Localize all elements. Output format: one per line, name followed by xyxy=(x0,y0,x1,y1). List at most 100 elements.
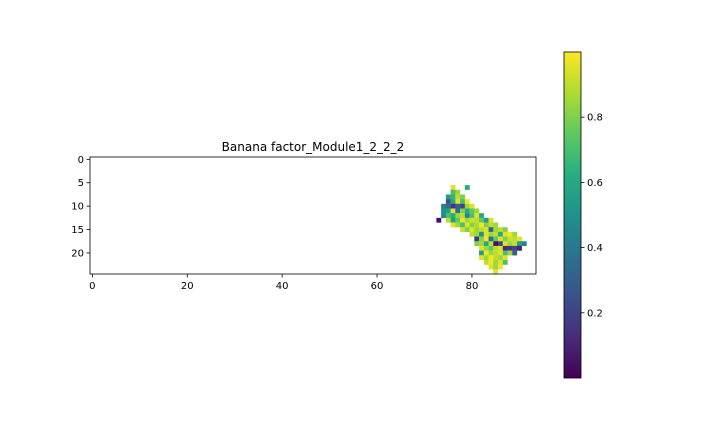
heatmap-cell xyxy=(488,236,494,242)
heatmap-cell xyxy=(469,227,475,233)
chart-title: Banana factor_Module1_2_2_2 xyxy=(222,140,405,154)
heatmap-cell xyxy=(483,231,489,237)
heatmap-cell xyxy=(464,199,470,204)
heatmap-cell xyxy=(493,259,499,265)
heatmap-cell xyxy=(498,264,503,270)
heatmap-cell xyxy=(493,241,499,247)
heatmap-cell xyxy=(507,245,513,251)
heatmap-cell xyxy=(469,208,475,214)
colorbar-tick-label: 0.2 xyxy=(587,308,603,319)
heatmap-cell xyxy=(460,213,465,218)
x-tick-label: 40 xyxy=(276,281,289,292)
heatmap-cell xyxy=(479,250,484,256)
heatmap-cell xyxy=(521,241,527,247)
heatmap-cell xyxy=(469,222,475,228)
heatmap-cell xyxy=(479,227,484,233)
heatmap-cell xyxy=(464,227,470,233)
heatmap-cell xyxy=(517,236,522,242)
heatmap-cell xyxy=(479,222,484,228)
heatmap-cell xyxy=(469,217,475,223)
heatmap-cell xyxy=(441,213,446,218)
heatmap-cell xyxy=(445,213,451,218)
x-tick-label: 80 xyxy=(466,281,479,292)
heatmap-cell xyxy=(512,236,518,242)
heatmap-cell xyxy=(479,236,484,242)
heatmap-cell xyxy=(455,203,461,209)
heatmap-cell xyxy=(512,241,518,247)
heatmap-cell xyxy=(483,222,489,228)
heatmap-cell xyxy=(445,194,451,200)
heatmap-cell xyxy=(474,241,480,247)
heatmap-cell xyxy=(450,208,456,214)
heatmap-cell xyxy=(498,250,503,256)
heatmap-cell xyxy=(488,241,494,247)
y-tick-label: 5 xyxy=(78,178,84,189)
heatmap-cell xyxy=(488,231,494,237)
heatmap-cell xyxy=(483,255,489,261)
x-tick-label: 20 xyxy=(181,281,194,292)
heatmap-cell xyxy=(474,213,480,218)
heatmap-cell xyxy=(460,217,465,223)
heatmap-cell xyxy=(455,213,461,218)
heatmap-cell xyxy=(488,255,494,261)
heatmap-cell xyxy=(460,194,465,200)
heatmap-cell xyxy=(507,231,513,237)
heatmap-cell xyxy=(483,259,489,265)
heatmap-cell xyxy=(493,236,499,242)
heatmap-cell xyxy=(483,250,489,256)
heatmap-cell xyxy=(460,222,465,228)
heatmap-cell xyxy=(512,250,518,256)
heatmap-cell xyxy=(450,199,456,204)
heatmap-cell xyxy=(512,245,518,251)
heatmap-cell xyxy=(436,217,442,223)
heatmap-cell xyxy=(488,222,494,228)
heatmap-cell xyxy=(450,189,456,195)
heatmap-cell xyxy=(474,222,480,228)
heatmap-cell xyxy=(498,231,503,237)
heatmap-cell xyxy=(455,194,461,200)
heatmap-cell xyxy=(474,236,480,242)
heatmap-cell xyxy=(493,227,499,233)
heatmap-cell xyxy=(483,227,489,233)
heatmap-cell xyxy=(502,250,508,256)
heatmap-cell xyxy=(464,185,470,190)
heatmap-cell xyxy=(488,245,494,251)
heatmap-cell xyxy=(445,217,451,223)
y-tick-label: 0 xyxy=(78,155,84,166)
heatmap-cell xyxy=(445,203,451,209)
heatmap-cell xyxy=(502,231,508,237)
heatmap-cell xyxy=(474,217,480,223)
heatmap-cell xyxy=(479,217,484,223)
heatmap-cell xyxy=(488,259,494,265)
y-tick-label: 20 xyxy=(71,248,84,259)
heatmap-cell xyxy=(502,259,508,265)
heatmap-cell xyxy=(464,203,470,209)
heatmap-cell xyxy=(488,227,494,233)
y-tick-label: 15 xyxy=(71,225,84,236)
colorbar-ticks: 0.2 0.4 0.6 0.8 xyxy=(581,113,603,319)
heatmap-cell xyxy=(479,213,484,218)
heatmap-cell xyxy=(517,241,522,247)
heatmap-cell xyxy=(493,231,499,237)
colorbar-tick-label: 0.8 xyxy=(587,113,603,124)
heatmap-cell xyxy=(464,217,470,223)
heatmap-cell xyxy=(455,208,461,214)
heatmap-cell xyxy=(507,241,513,247)
heatmap-cell xyxy=(474,227,480,233)
x-tick-label: 60 xyxy=(371,281,384,292)
heatmap-cell xyxy=(498,236,503,242)
heatmap-cell xyxy=(464,213,470,218)
heatmap-cell xyxy=(507,250,513,256)
heatmap-cell xyxy=(455,222,461,228)
x-tick-label: 0 xyxy=(89,281,95,292)
heatmap-cell xyxy=(502,236,508,242)
heatmap-cell xyxy=(450,217,456,223)
heatmap-cell xyxy=(479,241,484,247)
heatmap-cell xyxy=(479,245,484,251)
heatmap-cell xyxy=(479,231,484,237)
heatmap-cell xyxy=(488,264,494,270)
heatmap-cell xyxy=(464,208,470,214)
heatmap-cell xyxy=(498,227,503,233)
heatmap-cell xyxy=(498,255,503,261)
